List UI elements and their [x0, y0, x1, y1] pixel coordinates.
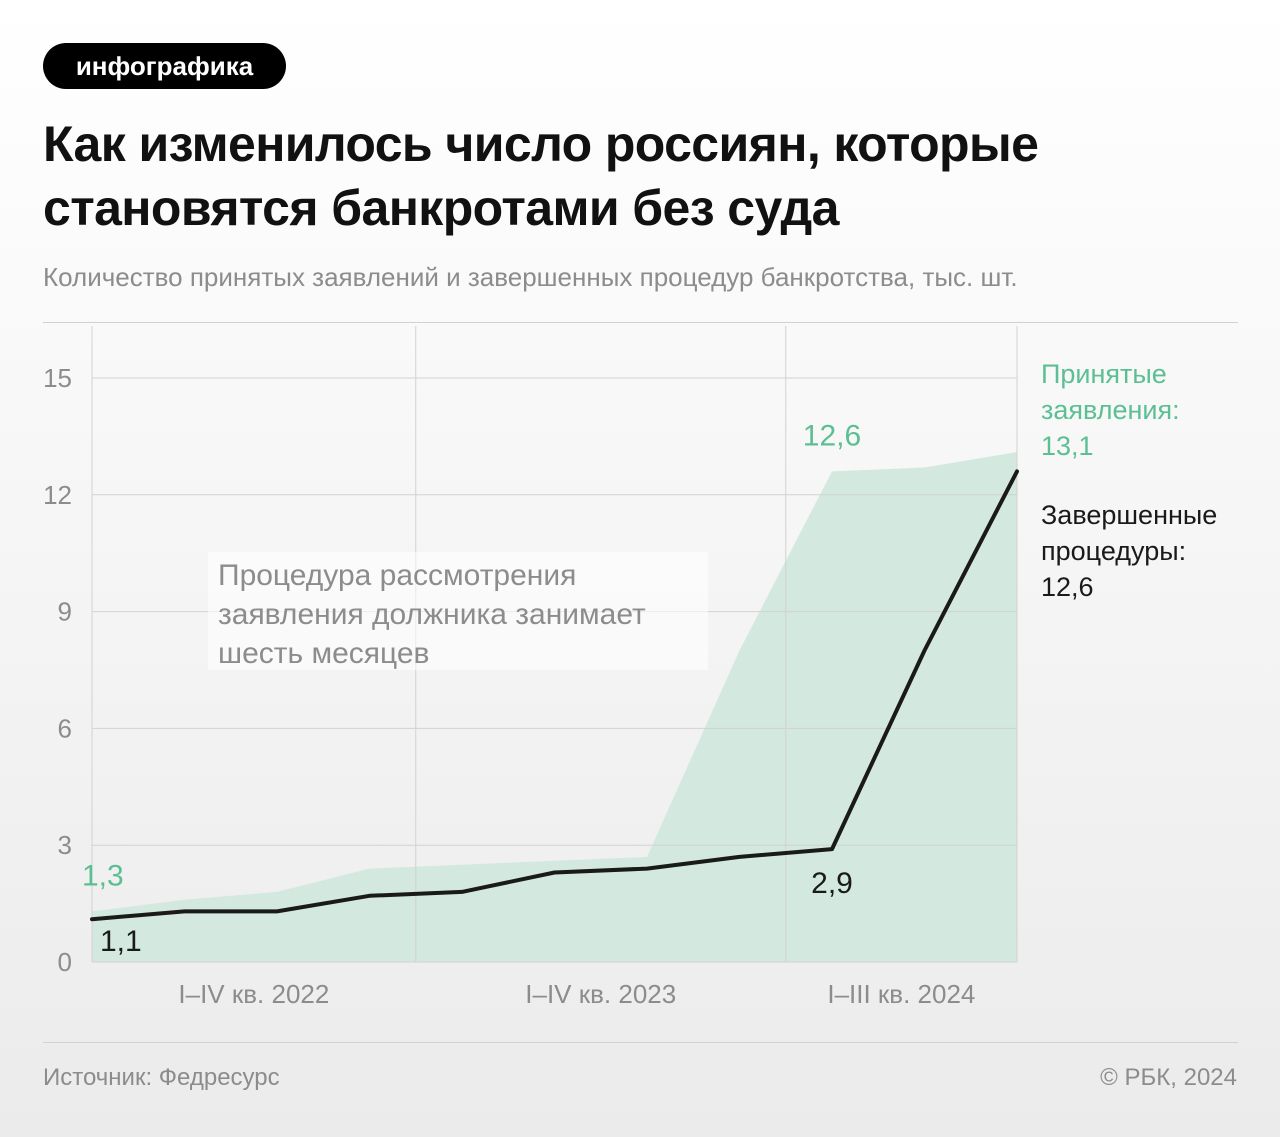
legend-accepted-text: Принятые — [1041, 359, 1167, 389]
legend-completed-text: 12,6 — [1041, 572, 1094, 602]
infographic-tag: инфографика — [43, 43, 286, 89]
copyright-note: © РБК, 2024 — [1100, 1064, 1237, 1091]
accepted-applications-area — [92, 452, 1017, 962]
chart-subtitle: Количество принятых заявлений и завершен… — [43, 262, 1018, 292]
y-tick-label: 3 — [58, 830, 72, 860]
legend-completed-text: Завершенные — [1041, 500, 1217, 530]
title-line: Как изменилось число россиян, которые — [43, 116, 1039, 172]
annotation-backdrop — [208, 552, 708, 670]
source-note: Источник: Федресурс — [43, 1064, 280, 1091]
y-tick-label: 15 — [43, 363, 72, 393]
y-tick-label: 0 — [58, 947, 72, 977]
x-tick-label: I–IV кв. 2022 — [178, 979, 329, 1009]
data-label: 1,3 — [82, 859, 124, 892]
x-tick-label: I–IV кв. 2023 — [525, 979, 676, 1009]
annotation-text: Процедура рассмотрения — [218, 559, 576, 592]
y-tick-label: 9 — [58, 597, 72, 627]
page-title: Как изменилось число россиян, которые ст… — [43, 112, 1243, 240]
top-divider — [43, 322, 1238, 323]
legend-completed-text: процедуры: — [1041, 536, 1186, 566]
title-line: становятся банкротами без суда — [43, 180, 839, 236]
bottom-divider — [43, 1042, 1238, 1043]
data-label: 2,9 — [811, 867, 853, 900]
completed-procedures-line — [90, 469, 1019, 922]
y-tick-label: 6 — [58, 713, 72, 743]
y-tick-label: 12 — [43, 480, 72, 510]
x-tick-label: I–III кв. 2024 — [827, 979, 975, 1009]
annotation-text: шесть месяцев — [218, 637, 429, 670]
annotation-text: заявления должника занимает — [218, 598, 646, 631]
legend-accepted-text: заявления: — [1041, 395, 1180, 425]
data-label: 1,1 — [100, 925, 142, 958]
data-label: 12,6 — [803, 419, 861, 452]
legend-accepted-text: 13,1 — [1041, 431, 1094, 461]
